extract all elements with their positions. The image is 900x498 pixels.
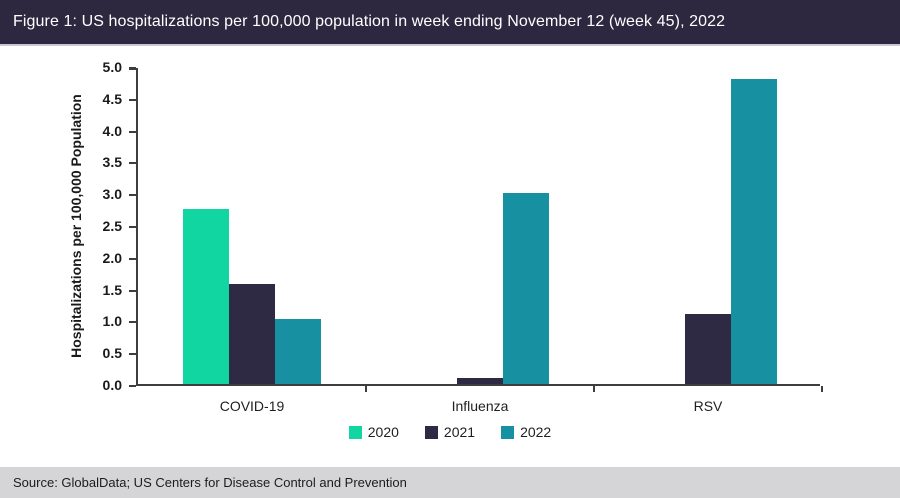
x-tick-mark: [365, 386, 367, 392]
bar-covid-19-2020: [183, 209, 229, 384]
y-tick-label: 3.0: [102, 186, 122, 202]
y-tick-mark: [129, 131, 136, 133]
y-tick-label: 0.0: [102, 377, 122, 393]
y-tick-mark: [129, 226, 136, 228]
y-tick-mark: [129, 385, 136, 387]
legend: 2020 2021 2022: [0, 424, 900, 440]
y-tick-mark: [129, 258, 136, 260]
y-tick-mark: [129, 67, 136, 69]
y-tick-label: 5.0: [102, 59, 122, 75]
x-category-label-influenza: Influenza: [451, 398, 509, 414]
x-tick-mark: [593, 386, 595, 392]
y-axis-top-tick: [129, 68, 136, 70]
bar-influenza-2021: [457, 378, 503, 384]
plot-area: Hospitalizations per 100,000 Population …: [68, 59, 823, 414]
x-tick-mark: [821, 386, 823, 392]
y-tick-label: 3.5: [102, 154, 122, 170]
y-tick-mark: [129, 194, 136, 196]
legend-item-2022: 2022: [501, 424, 551, 440]
y-tick-label: 2.5: [102, 218, 122, 234]
y-tick-mark: [129, 99, 136, 101]
y-tick-mark: [129, 321, 136, 323]
source-text: Source: GlobalData; US Centers for Disea…: [13, 475, 407, 490]
y-tick-label: 4.0: [102, 123, 122, 139]
y-tick-mark: [129, 162, 136, 164]
y-axis-title: Hospitalizations per 100,000 Population: [68, 94, 84, 358]
source-footer: Source: GlobalData; US Centers for Disea…: [0, 467, 900, 498]
x-category-label-covid-19: COVID-19: [219, 398, 285, 414]
figure-title-bar: Figure 1: US hospitalizations per 100,00…: [0, 0, 900, 46]
chart-area: Hospitalizations per 100,000 Population …: [0, 48, 900, 467]
y-tick-mark: [129, 353, 136, 355]
y-tick-label: 0.5: [102, 345, 122, 361]
y-tick-mark: [129, 290, 136, 292]
legend-label: 2021: [443, 424, 476, 440]
x-category-label-rsv: RSV: [693, 398, 723, 414]
legend-label: 2020: [367, 424, 399, 440]
bar-covid-19-2022: [275, 319, 321, 384]
bar-influenza-2022: [503, 193, 549, 384]
legend-swatch-icon: [424, 425, 438, 439]
y-tick-label: 4.5: [102, 91, 122, 107]
y-tick-label: 1.5: [102, 282, 122, 298]
y-tick-label: 2.0: [102, 250, 122, 266]
legend-label: 2022: [520, 424, 552, 440]
y-tick-label: 1.0: [102, 313, 122, 329]
bar-covid-19-2021: [229, 284, 275, 384]
legend-item-2021: 2021: [424, 424, 476, 440]
figure-title: Figure 1: US hospitalizations per 100,00…: [13, 13, 726, 30]
bar-rsv-2022: [731, 79, 777, 384]
legend-item-2020: 2020: [348, 424, 399, 440]
legend-swatch-icon: [501, 425, 515, 439]
bar-rsv-2021: [685, 314, 731, 384]
legend-swatch-icon: [348, 425, 362, 439]
